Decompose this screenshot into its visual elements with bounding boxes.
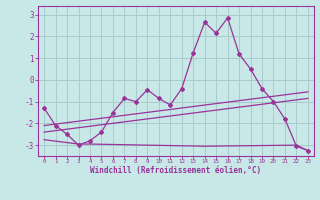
X-axis label: Windchill (Refroidissement éolien,°C): Windchill (Refroidissement éolien,°C) xyxy=(91,166,261,175)
